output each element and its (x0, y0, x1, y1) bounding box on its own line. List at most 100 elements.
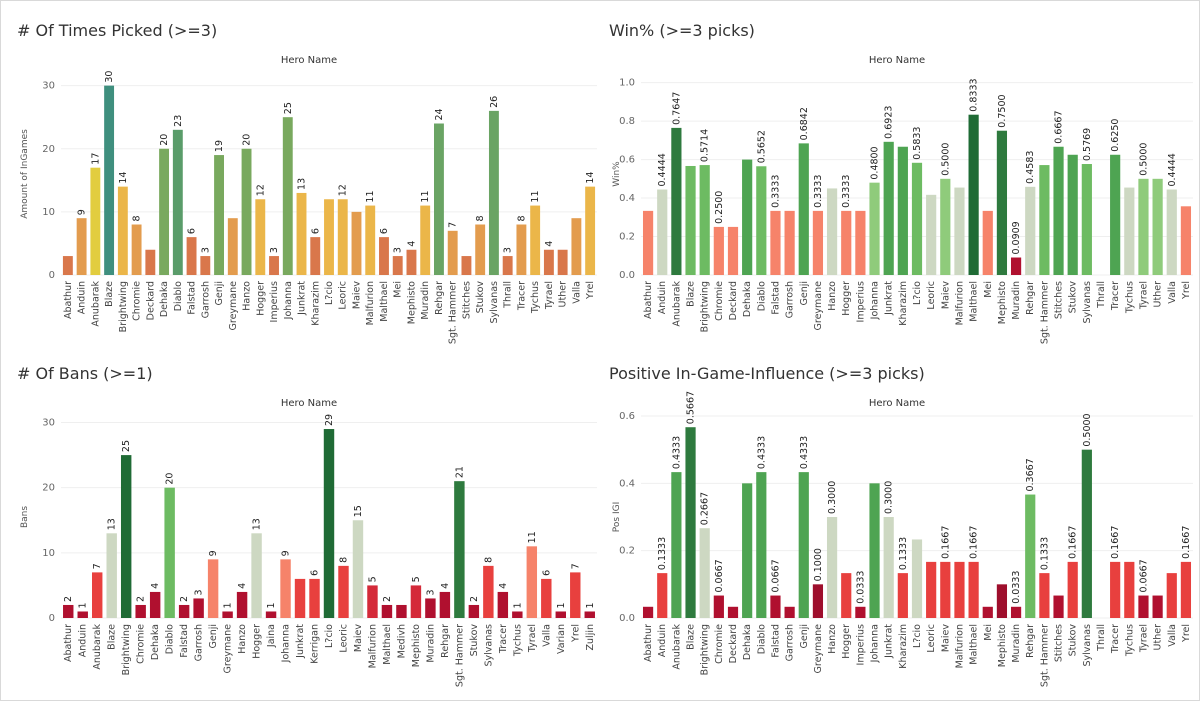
bar-sgt-hammer[interactable] (454, 481, 465, 618)
bar-malfurion[interactable] (367, 585, 378, 618)
bar-malfurion[interactable] (954, 561, 965, 618)
bar-blaze[interactable] (685, 427, 696, 618)
bar-falstad[interactable] (770, 210, 781, 275)
bar-malthael[interactable] (381, 604, 393, 618)
bar-tyrael[interactable] (1138, 595, 1149, 618)
bar-tyrael[interactable] (1138, 178, 1149, 275)
bar-malthael[interactable] (379, 237, 389, 275)
bar-malthael[interactable] (968, 561, 979, 618)
bar-anduin[interactable] (77, 611, 88, 618)
bar-abathur[interactable] (642, 210, 654, 275)
bar-junkrat[interactable] (294, 578, 306, 618)
bar-dehaka[interactable] (149, 591, 161, 618)
bar-abathur[interactable] (642, 606, 654, 618)
bar-kerrigan[interactable] (309, 578, 320, 618)
bar-sgt-hammer[interactable] (1039, 165, 1050, 275)
bar-anubarak[interactable] (90, 167, 101, 275)
bar-chromie[interactable] (713, 595, 724, 618)
bar-stukov[interactable] (1067, 561, 1078, 618)
bar-zuljin[interactable] (584, 611, 595, 618)
bar-deckard[interactable] (727, 606, 739, 618)
bar-imperius[interactable] (269, 256, 279, 275)
bar-garrosh[interactable] (784, 210, 795, 275)
bar-diablo[interactable] (172, 129, 183, 275)
bar-johanna[interactable] (280, 559, 291, 618)
bar-anubarak[interactable] (671, 472, 682, 618)
bar-diablo[interactable] (756, 472, 767, 618)
bar-brightwing[interactable] (120, 455, 132, 618)
bar-tracer[interactable] (516, 224, 527, 276)
bar-kharazim[interactable] (897, 146, 908, 275)
bar-tychus[interactable] (512, 611, 523, 618)
bar-genji[interactable] (798, 472, 809, 618)
bar-deckard[interactable] (145, 249, 156, 275)
bar-mei[interactable] (392, 256, 403, 275)
bar-yrel[interactable] (585, 186, 596, 275)
bar-imperius[interactable] (855, 210, 866, 275)
bar-l-cio[interactable] (911, 162, 923, 275)
bar-dehaka[interactable] (742, 159, 753, 275)
bar-anduin[interactable] (76, 218, 87, 275)
bar-brightwing[interactable] (699, 165, 710, 275)
bar-malfurion[interactable] (954, 187, 965, 275)
bar-greymane[interactable] (812, 584, 824, 618)
bar-tychus[interactable] (1124, 561, 1135, 618)
bar-stukov[interactable] (475, 224, 486, 276)
bar-greymane[interactable] (222, 611, 233, 618)
bar-leoric[interactable] (926, 194, 937, 275)
bar-blaze[interactable] (685, 165, 696, 275)
bar-sgt-hammer[interactable] (447, 230, 458, 275)
bar-yrel[interactable] (1180, 561, 1192, 618)
bar-garrosh[interactable] (193, 598, 204, 618)
bar-mei[interactable] (982, 210, 993, 275)
bar-tracer[interactable] (1110, 561, 1121, 618)
bar-jaina[interactable] (265, 611, 277, 618)
bar-greymane[interactable] (812, 210, 824, 275)
bar-sylvanas[interactable] (488, 110, 499, 275)
bar-leoric[interactable] (926, 561, 937, 618)
bar-varian[interactable] (555, 611, 566, 618)
bar-garrosh[interactable] (200, 256, 211, 275)
bar-brightwing[interactable] (699, 528, 710, 618)
bar-junkrat[interactable] (883, 517, 894, 618)
bar-blaze[interactable] (106, 533, 117, 618)
bar-valla[interactable] (1166, 189, 1177, 275)
bar-stitches[interactable] (1053, 146, 1064, 275)
bar-stukov[interactable] (1067, 154, 1078, 275)
bar-diablo[interactable] (756, 166, 767, 275)
bar-diablo[interactable] (164, 487, 175, 618)
bar-rehgar[interactable] (1025, 494, 1036, 618)
bar-uther[interactable] (1152, 178, 1163, 275)
bar-tychus[interactable] (530, 205, 541, 275)
bar-tychus[interactable] (1124, 187, 1135, 275)
bar-dehaka[interactable] (159, 148, 170, 275)
bar-muradin[interactable] (420, 205, 431, 275)
bar-abathur[interactable] (63, 604, 74, 618)
bar-brightwing[interactable] (117, 186, 128, 275)
bar-stitches[interactable] (1053, 595, 1064, 618)
bar-abathur[interactable] (62, 256, 73, 275)
bar-rehgar[interactable] (439, 591, 451, 618)
bar-hogger[interactable] (841, 210, 852, 275)
bar-mephisto[interactable] (410, 585, 422, 618)
bar-chromie[interactable] (135, 604, 146, 618)
bar-falstad[interactable] (178, 604, 190, 618)
bar-sylvanas[interactable] (483, 565, 494, 618)
bar-leoric[interactable] (338, 565, 349, 618)
bar-sgt-hammer[interactable] (1039, 573, 1050, 618)
bar-valla[interactable] (1166, 573, 1177, 618)
bar-hanzo[interactable] (826, 188, 838, 275)
bar-falstad[interactable] (770, 595, 781, 618)
bar-sylvanas[interactable] (1081, 164, 1092, 275)
bar-hanzo[interactable] (826, 517, 838, 618)
bar-dehaka[interactable] (742, 483, 753, 618)
bar-rehgar[interactable] (434, 123, 444, 276)
bar-hanzo[interactable] (236, 591, 248, 618)
bar-maiev[interactable] (351, 211, 362, 275)
bar-anubarak[interactable] (92, 572, 103, 618)
bar-medivh[interactable] (396, 604, 407, 618)
bar-stukov[interactable] (468, 604, 480, 618)
bar-hanzo[interactable] (241, 148, 252, 275)
bar-malthael[interactable] (968, 114, 979, 275)
bar-junkrat[interactable] (883, 141, 894, 275)
